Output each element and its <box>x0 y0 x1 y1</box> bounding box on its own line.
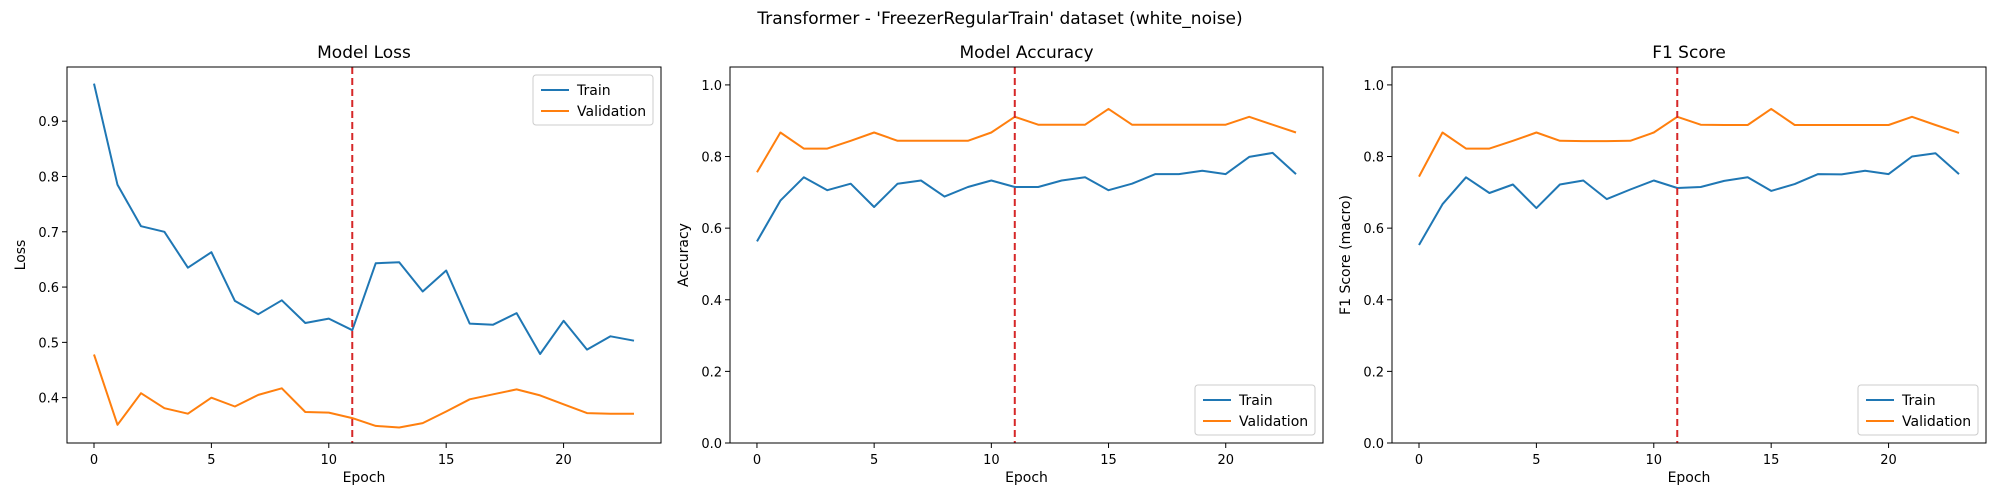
y-tick-label: 0.6 <box>1363 222 1384 237</box>
chart-panels: Model Loss 0 5 10 15 20 0.4 0.5 0.6 0.7 0.8 0.9 Epoc… <box>13 43 1987 486</box>
x-tick-label: 15 <box>438 453 455 468</box>
figure-title: Transformer - 'FreezerRegularTrain' data… <box>756 9 1242 29</box>
x-tick-label: 10 <box>983 453 1000 468</box>
y-tick-label: 0.0 <box>701 437 722 452</box>
series-line-validation <box>756 107 1297 173</box>
series-line-validation <box>1418 107 1960 178</box>
x-tick-label: 15 <box>1100 453 1117 468</box>
legend-label-validation: Validation <box>577 104 646 120</box>
legend-label-train: Train <box>1901 393 1936 409</box>
series-line-validation <box>93 354 634 429</box>
y-tick-label: 0.4 <box>38 392 59 407</box>
y-tick-label: 0.8 <box>701 151 722 166</box>
chart-panel-2: Model Accuracy 0 5 10 15 20 0.0 0.2 0.4 0.6 0.8 1.0… <box>676 43 1324 486</box>
x-tick-label: 0 <box>1415 453 1423 468</box>
x-tick-label: 20 <box>1217 453 1234 468</box>
y-axis-label: F1 Score (macro) <box>1338 195 1354 315</box>
y-tick-label: 0.4 <box>701 294 722 309</box>
x-tick-label: 5 <box>870 453 878 468</box>
plot-frame <box>66 66 662 444</box>
y-tick-label: 1.0 <box>1363 79 1384 94</box>
x-axis-label: Epoch <box>343 470 386 486</box>
y-tick-label: 0.2 <box>701 365 722 380</box>
plot-frame <box>1391 66 1987 444</box>
y-tick-label: 0.0 <box>1363 437 1384 452</box>
x-axis-label: Epoch <box>1668 470 1711 486</box>
y-tick-label: 0.6 <box>38 281 59 296</box>
legend-label-validation: Validation <box>1239 414 1308 430</box>
x-tick-label: 10 <box>321 453 338 468</box>
x-tick-label: 5 <box>1532 453 1540 468</box>
x-tick-label: 0 <box>90 453 98 468</box>
x-tick-label: 20 <box>1880 453 1897 468</box>
chart-title: F1 Score <box>1652 43 1726 63</box>
y-tick-label: 0.6 <box>701 222 722 237</box>
legend-label-validation: Validation <box>1902 414 1971 430</box>
x-tick-label: 20 <box>555 453 572 468</box>
y-tick-label: 0.9 <box>38 115 59 130</box>
chart-panel-3: F1 Score 0 5 10 15 20 0.0 0.2 0.4 0.6 0.8 1.0 Epoch F… <box>1338 43 1987 486</box>
legend: Train Validation <box>1194 384 1316 436</box>
y-tick-label: 0.8 <box>38 170 59 185</box>
legend-box <box>1857 384 1979 436</box>
y-axis-label: Loss <box>13 240 29 271</box>
x-tick-label: 10 <box>1646 453 1663 468</box>
y-tick-label: 1.0 <box>701 79 722 94</box>
legend: Train Validation <box>532 74 654 126</box>
chart-title: Model Accuracy <box>959 43 1093 63</box>
x-axis-label: Epoch <box>1005 470 1048 486</box>
legend-box <box>532 74 654 126</box>
y-tick-label: 0.8 <box>1363 151 1384 166</box>
x-tick-label: 0 <box>753 453 761 468</box>
series-line-train <box>756 151 1297 242</box>
legend-label-train: Train <box>576 83 611 99</box>
x-tick-label: 5 <box>207 453 215 468</box>
plot-frame <box>729 66 1324 444</box>
chart-panel-1: Model Loss 0 5 10 15 20 0.4 0.5 0.6 0.7 0.8 0.9 Epoc… <box>13 43 662 486</box>
series-line-train <box>1418 152 1960 246</box>
chart-title: Model Loss <box>317 43 411 63</box>
y-axis-label: Accuracy <box>676 223 692 287</box>
y-tick-label: 0.5 <box>38 336 59 351</box>
series-line-train <box>93 83 635 355</box>
legend-label-train: Train <box>1238 393 1273 409</box>
y-tick-label: 0.2 <box>1363 365 1384 380</box>
x-tick-label: 15 <box>1763 453 1780 468</box>
legend-box <box>1194 384 1316 436</box>
y-tick-label: 0.4 <box>1363 294 1384 309</box>
y-tick-label: 0.7 <box>38 226 59 241</box>
legend: Train Validation <box>1857 384 1979 436</box>
